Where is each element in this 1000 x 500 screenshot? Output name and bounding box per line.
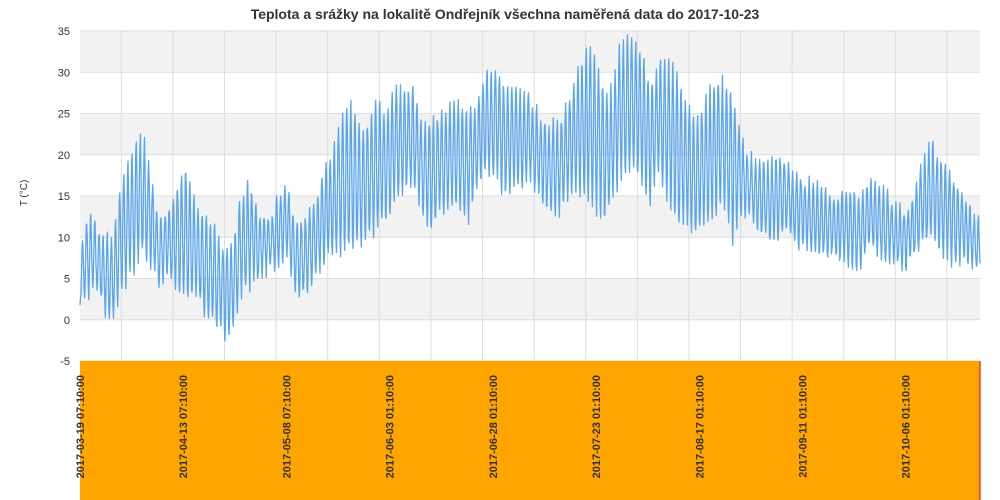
x-tick-label: 2017-03-19 07:10:00 (75, 375, 87, 478)
plot-band (80, 72, 980, 114)
x-tick-label: 2017-07-23 01:10:00 (591, 375, 603, 478)
y-axis-ticks: -5 0 5 10 15 20 25 30 35 (58, 26, 70, 368)
chart-title: Teplota a srážky na lokalitě Ondřejník v… (251, 6, 760, 22)
x-tick-label: 2017-05-08 07:10:00 (281, 375, 293, 478)
plot-band (80, 319, 980, 361)
y-tick-label: 20 (58, 150, 70, 162)
temperature-line (79, 34, 981, 342)
y-tick-label: 30 (58, 67, 70, 79)
x-axis-ticks: 2017-03-19 07:10:00 2017-04-13 07:10:00 20… (75, 375, 913, 478)
plot-band (80, 31, 980, 73)
y-tick-label: 10 (58, 232, 70, 244)
x-tick-label: 2017-08-17 01:10:00 (694, 375, 706, 478)
x-tick-label: 2017-04-13 07:10:00 (178, 375, 190, 478)
y-tick-label: 5 (64, 274, 70, 286)
y-tick-label: 0 (64, 315, 70, 327)
y-axis-label: T (°C) (19, 180, 30, 207)
x-axis-band (80, 361, 980, 500)
x-tick-label: 2017-10-06 01:10:00 (901, 375, 913, 478)
temperature-series (79, 34, 981, 342)
x-tick-label: 2017-09-11 01:10:00 (798, 375, 810, 478)
x-tick-label: 2017-06-03 01:10:00 (385, 375, 397, 478)
plot-band (80, 278, 980, 320)
x-tick-label: 2017-06-28 01:10:00 (488, 375, 500, 478)
y-tick-label: 25 (58, 109, 70, 121)
y-tick-label: 35 (58, 26, 70, 38)
y-tick-label: -5 (60, 356, 70, 368)
y-tick-label: 15 (58, 191, 70, 203)
